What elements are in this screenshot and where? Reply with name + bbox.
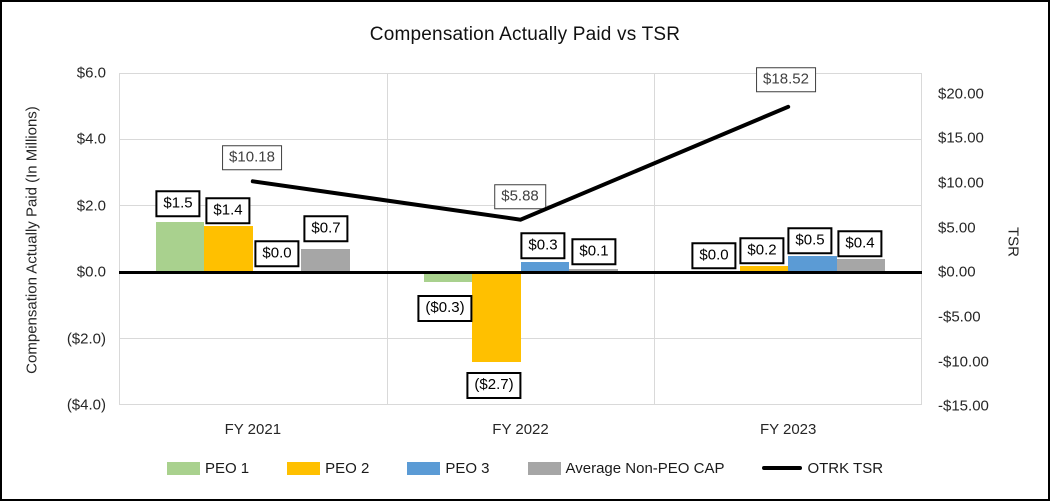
legend-item-average-non-peo-cap: Average Non-PEO CAP xyxy=(527,459,725,477)
right-axis-title: TSR xyxy=(1004,227,1022,257)
legend-color-swatch-icon xyxy=(527,461,561,475)
bar-data-label: $1.5 xyxy=(155,190,201,217)
bar-data-label: $0.0 xyxy=(691,242,737,269)
bar-data-label: $0.4 xyxy=(837,230,883,257)
category-label: FY 2023 xyxy=(759,421,817,438)
legend-item-otrk-tsr: OTRK TSR xyxy=(762,460,883,477)
right-axis-tick: $0.00 xyxy=(938,263,976,281)
legend-label: PEO 3 xyxy=(445,459,490,477)
legend-label: PEO 2 xyxy=(325,459,370,477)
bar-data-label: ($0.3) xyxy=(417,295,473,322)
right-axis-tick: $15.00 xyxy=(938,129,984,147)
right-axis-tick: $20.00 xyxy=(938,85,984,103)
legend: PEO 1 PEO 2 PEO 3 Average Non-PEO CAP OTRK T… xyxy=(2,455,1048,481)
right-axis-tick: $10.00 xyxy=(938,174,984,192)
bar-peo-3 xyxy=(788,255,837,273)
legend-item-peo-3: PEO 3 xyxy=(407,459,490,477)
bar-data-label: $0.5 xyxy=(787,227,833,254)
tsr-data-label: $5.88 xyxy=(494,184,546,209)
bar-peo-1 xyxy=(155,222,205,273)
legend-line-swatch-icon xyxy=(762,465,803,471)
bar-data-label: ($2.7) xyxy=(466,372,522,399)
left-axis-tick: $2.0 xyxy=(76,197,106,215)
bar-average-non-peo-cap xyxy=(836,258,886,273)
zero-axis-line xyxy=(119,270,922,274)
bar-peo-1 xyxy=(423,272,472,283)
bar-peo-3 xyxy=(520,262,569,273)
legend-item-peo-1: PEO 1 xyxy=(166,459,250,477)
bar-data-label: $0.0 xyxy=(254,240,300,267)
bar-average-non-peo-cap xyxy=(301,248,350,273)
bar-peo-2 xyxy=(739,265,789,273)
left-axis-tick: $6.0 xyxy=(76,64,106,82)
bar-data-label: $1.4 xyxy=(205,197,251,224)
bar-peo-2 xyxy=(472,272,521,362)
bar-data-label: $0.2 xyxy=(739,237,785,264)
right-axis-tick: -$5.00 xyxy=(938,308,981,326)
left-axis-tick: $0.0 xyxy=(76,263,106,281)
bar-data-label: $0.3 xyxy=(520,232,566,259)
legend-color-swatch-icon xyxy=(166,461,200,475)
legend-label: Average Non-PEO CAP xyxy=(565,459,725,477)
v-gridline xyxy=(386,73,388,405)
tsr-data-label: $10.18 xyxy=(222,145,282,170)
legend-label: PEO 1 xyxy=(204,459,250,477)
bar-peo-2 xyxy=(204,225,253,273)
legend-color-swatch-icon xyxy=(407,461,441,475)
h-gridline xyxy=(119,338,922,340)
h-gridline xyxy=(119,138,922,140)
legend-label: OTRK TSR xyxy=(807,459,884,477)
v-gridline xyxy=(654,73,656,405)
tsr-data-label: $18.52 xyxy=(756,67,816,92)
left-axis-tick: ($4.0) xyxy=(66,396,106,414)
legend-item-peo-2: PEO 2 xyxy=(287,460,369,477)
category-label: FY 2021 xyxy=(224,421,282,438)
right-axis-tick: -$10.00 xyxy=(938,353,989,370)
right-axis-tick: -$15.00 xyxy=(938,397,989,415)
left-axis-tick: ($2.0) xyxy=(66,330,106,348)
legend-color-swatch-icon xyxy=(287,461,321,475)
left-axis-tick: $4.0 xyxy=(76,130,106,148)
bar-data-label: $0.7 xyxy=(303,215,349,242)
bar-average-non-peo-cap xyxy=(569,268,618,273)
right-axis-tick: $5.00 xyxy=(938,219,976,237)
bar-data-label: $0.1 xyxy=(571,238,617,265)
category-label: FY 2022 xyxy=(492,421,549,438)
chart-title: Compensation Actually Paid vs TSR xyxy=(369,24,681,45)
